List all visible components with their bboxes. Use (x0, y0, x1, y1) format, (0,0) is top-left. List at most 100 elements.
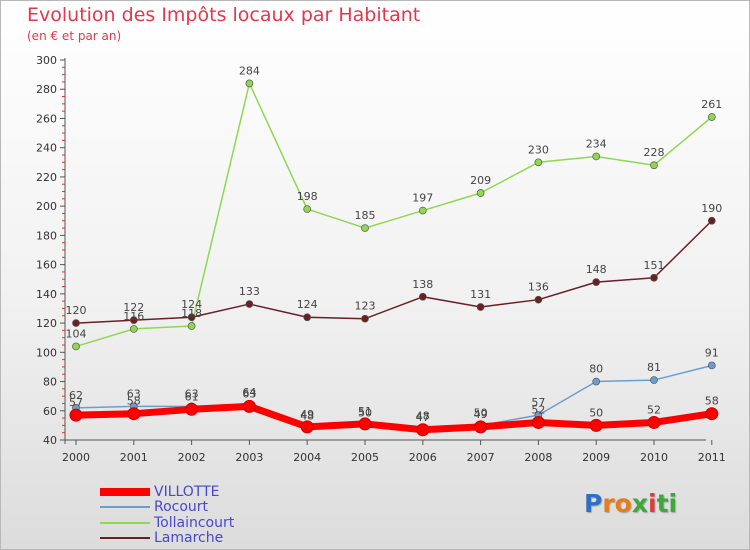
x-tick-label: 2001 (120, 451, 148, 464)
data-point-lamarche (361, 314, 369, 323)
data-label-lamarche: 136 (528, 281, 549, 294)
data-label-rocourt: 57 (531, 396, 545, 409)
data-label-rocourt: 64 (242, 386, 256, 399)
legend-item-lamarche: Lamarche (100, 530, 234, 546)
series-line-villotte (72, 402, 716, 434)
y-tick-label: 160 (36, 259, 57, 272)
proxiti-logo: Proxiti (584, 489, 677, 518)
data-point-villotte (242, 399, 256, 413)
data-label-lamarche: 133 (239, 285, 260, 298)
chart-title: Evolution des Impôts locaux par Habitant (27, 4, 421, 26)
legend-item-rocourt: Rocourt (100, 499, 234, 515)
data-label-tollaincourt: 230 (528, 143, 549, 156)
chart-legend: VILLOTTE Rocourt Tollaincourt Lamarche (100, 484, 234, 546)
data-point-tollaincourt (361, 224, 369, 232)
legend-item-tollaincourt: Tollaincourt (100, 515, 234, 531)
data-label-villotte: 58 (127, 395, 141, 408)
data-point-villotte (300, 420, 314, 434)
x-tick-label: 2007 (467, 451, 495, 464)
data-point-tollaincourt (245, 79, 254, 88)
data-label-lamarche: 131 (470, 288, 491, 301)
data-point-tollaincourt (418, 206, 427, 215)
data-point-tollaincourt (129, 325, 138, 333)
legend-swatch-tollaincourt (100, 521, 150, 524)
data-point-rocourt (650, 376, 658, 384)
data-label-rocourt: 63 (127, 387, 141, 400)
logo-letter: P (584, 489, 603, 518)
x-tick-label: 2008 (524, 451, 552, 464)
data-point-tollaincourt (534, 158, 543, 167)
data-point-tollaincourt (592, 152, 601, 161)
data-label-tollaincourt: 118 (181, 307, 202, 320)
data-point-tollaincourt (72, 342, 80, 351)
data-label-lamarche: 148 (586, 263, 607, 276)
data-label-lamarche: 124 (181, 298, 202, 311)
data-label-villotte: 52 (531, 403, 545, 416)
data-label-rocourt: 91 (705, 346, 719, 359)
x-tick-label: 2006 (409, 451, 437, 464)
data-label-lamarche: 138 (412, 278, 433, 291)
data-label-villotte: 47 (416, 411, 430, 424)
legend-swatch-villotte (100, 487, 150, 496)
logo-letter: x (631, 489, 648, 518)
x-tick-label: 2011 (698, 451, 726, 464)
data-label-tollaincourt: 104 (66, 327, 87, 340)
y-tick-label: 40 (43, 434, 57, 447)
data-point-tollaincourt (476, 189, 485, 197)
data-label-rocourt: 50 (474, 406, 488, 419)
data-point-villotte (589, 418, 603, 432)
data-label-rocourt: 48 (300, 409, 314, 422)
logo-letter: i (648, 489, 657, 518)
data-label-tollaincourt: 234 (586, 137, 607, 150)
data-point-villotte (185, 402, 199, 416)
data-point-lamarche (187, 313, 196, 322)
data-label-tollaincourt: 284 (239, 64, 260, 77)
data-label-lamarche: 120 (66, 304, 87, 317)
data-label-tollaincourt: 197 (412, 192, 433, 205)
data-label-tollaincourt: 209 (470, 174, 491, 187)
logo-letter: o (614, 489, 632, 518)
data-label-tollaincourt: 198 (297, 190, 318, 203)
chart-subtitle: (en € et par an) (27, 29, 122, 43)
data-label-lamarche: 124 (297, 298, 318, 311)
logo-letter: i (668, 489, 678, 518)
legend-swatch-lamarche (100, 537, 150, 540)
logo-letter: r (602, 489, 615, 518)
data-point-tollaincourt (187, 322, 196, 330)
data-label-rocourt: 62 (69, 389, 83, 402)
data-label-villotte: 51 (358, 405, 372, 418)
y-tick-label: 60 (43, 405, 57, 418)
series-line-rocourt (75, 364, 713, 430)
y-tick-label: 280 (36, 83, 57, 96)
y-tick-label: 220 (36, 171, 57, 184)
data-point-rocourt (707, 361, 716, 370)
data-point-villotte (127, 407, 141, 421)
data-point-rocourt (592, 377, 601, 386)
data-point-lamarche (245, 300, 254, 308)
data-label-tollaincourt: 116 (123, 310, 144, 323)
data-label-villotte: 50 (589, 406, 603, 419)
data-label-rocourt: 63 (185, 387, 199, 400)
data-point-lamarche (476, 303, 485, 311)
x-tick-label: 2004 (293, 451, 321, 464)
data-point-lamarche (72, 319, 80, 327)
data-point-lamarche (592, 278, 601, 287)
data-point-villotte (474, 420, 488, 434)
data-point-villotte (416, 423, 430, 437)
y-tick-label: 200 (36, 200, 57, 213)
data-point-tollaincourt (650, 161, 658, 170)
data-point-lamarche (534, 295, 543, 304)
data-point-lamarche (303, 313, 312, 322)
y-tick-label: 180 (36, 229, 57, 242)
data-label-tollaincourt: 261 (701, 98, 722, 111)
data-label-villotte: 49 (300, 408, 314, 421)
legend-swatch-rocourt (100, 506, 150, 509)
data-label-villotte: 61 (185, 390, 199, 403)
y-tick-label: 300 (36, 54, 57, 67)
data-label-tollaincourt: 185 (355, 209, 376, 222)
data-label-rocourt: 80 (589, 363, 603, 376)
data-point-lamarche (707, 216, 716, 225)
data-point-lamarche (129, 316, 138, 325)
